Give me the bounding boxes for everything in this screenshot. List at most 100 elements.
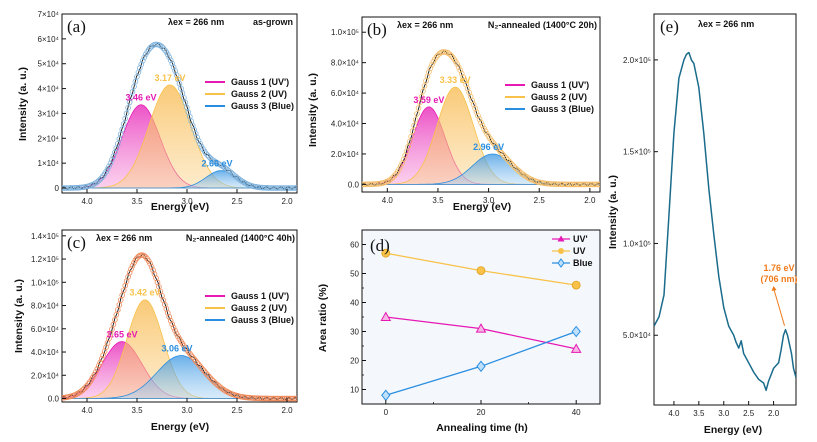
panel-b-data-point: [497, 148, 504, 155]
panel-b-legend-item-1: Gauss 1 (UV'): [531, 80, 589, 90]
panel-b-peak-label-2: 3.33 eV: [440, 75, 471, 85]
panel-a-data-point: [148, 43, 155, 50]
panel-d-point-blue: [571, 325, 581, 338]
panel-e-ytick-label: 1.0×10⁵: [623, 239, 651, 248]
panel-a-data-point: [204, 152, 211, 159]
panel-c-data-point: [94, 366, 101, 372]
panel-a-ytick-label: 6×10⁴: [38, 35, 60, 44]
panel-c-xtick-label: 4.0: [81, 406, 93, 415]
panel-b-data-point: [522, 173, 529, 180]
panel-b-data-point: [501, 153, 508, 160]
panel-a-data-point: [140, 57, 146, 64]
panel-c-data-point: [191, 356, 198, 362]
panel-c-data-point: [128, 266, 134, 272]
panel-a-data-point: [98, 175, 105, 181]
panel-c-data-point: [219, 385, 225, 392]
panel-b-data-point: [595, 181, 600, 188]
panel-a-data-point: [132, 78, 139, 85]
panel-b-data-point: [408, 133, 414, 140]
panel-c-data-point: [113, 311, 120, 318]
panel-a-data-point: [141, 54, 148, 61]
panel-c-data-point: [173, 330, 180, 337]
panel-c-data-point: [285, 395, 292, 402]
panel-b-data-point: [476, 116, 483, 122]
panel-a-xtick-label: 3.0: [181, 197, 193, 206]
panel-a-excitation-label: λex = 266 nm: [168, 17, 224, 27]
panel-c-data-point: [195, 361, 202, 368]
panel-c-data-point: [166, 314, 173, 320]
panel-b-data-point: [415, 105, 422, 111]
panel-d-chart: 0 20 40 10 20 30 40 50 60 (d) Annealing time (h)…: [317, 229, 601, 434]
panel-c-ytick-label: 1.4×10⁵: [31, 232, 59, 241]
panel-c-data-point: [200, 366, 206, 373]
panel-d-ytick-label: 60: [350, 241, 359, 250]
panel-b-ytick-label: 4.0×10⁴: [331, 120, 360, 129]
panel-c-legend-item-3: Gauss 3 (Blue): [231, 315, 294, 325]
panel-b-data-point: [414, 111, 420, 117]
panel-b-data-point: [493, 143, 499, 150]
panel-b-xtick-label: 2.5: [534, 196, 546, 205]
panel-a-ytick-label: 1×10⁴: [38, 159, 60, 168]
panel-a-data-point: [197, 141, 203, 147]
panel-a-peak-label-2: 3.17 eV: [154, 73, 185, 83]
panel-b-data-point: [391, 172, 398, 179]
panel-d-label: (d): [370, 236, 390, 255]
panel-b-data-point: [472, 105, 478, 112]
panel-b-chart: 4.0 3.5 3.0 2.5 2.0 0.0 2.0×10⁴ 4.0×10⁴ 6.0×10⁴ 8…: [307, 16, 601, 213]
panel-d-point-uv: [476, 266, 486, 276]
panel-a-data-point: [104, 166, 111, 172]
panel-c-data-point: [209, 376, 215, 383]
panel-c-data-point: [292, 395, 297, 402]
panel-b-data-point: [473, 109, 480, 115]
panel-a-chart: 4.0 3.5 3.0 2.5 2.0 0 1×10⁴ 2×10⁴ 3×10⁴ 4×10⁴ 5×10…: [17, 10, 298, 213]
panel-c-data-point: [147, 260, 153, 267]
panel-c-legend-item-1: Gauss 1 (UV'): [231, 291, 289, 301]
panel-b-data-point: [427, 65, 434, 71]
panel-a-data-point: [165, 51, 171, 58]
panel-d-point-uv: [571, 280, 581, 290]
panel-c-data-point: [273, 395, 280, 402]
panel-d-legend-marker-1: [557, 235, 565, 242]
panel-c-data-point: [270, 395, 277, 402]
panel-b-data-point: [397, 163, 404, 169]
panel-c-data-point: [126, 269, 133, 276]
panel-b-data-point: [576, 181, 582, 188]
panel-c-data-point: [150, 267, 156, 274]
panel-b-data-point: [446, 51, 453, 57]
panel-e-spectrum-line: [654, 51, 796, 392]
panel-c-excitation-label: λex = 266 nm: [96, 233, 152, 243]
panel-a-data-point: [289, 185, 296, 191]
panel-a-data-point: [292, 185, 297, 191]
panel-d-xlabel: Annealing time (h): [436, 422, 528, 434]
panel-b-data-point: [478, 119, 484, 126]
panel-e-annotation-arrow: [773, 287, 786, 326]
panel-b-data-point: [405, 143, 411, 150]
panel-b-excitation-label: λex = 266 nm: [397, 20, 453, 30]
panel-c-ytick-label: 8.0×10⁴: [31, 302, 60, 311]
panel-c-data-point: [117, 297, 124, 303]
panel-a-xtick-label: 2.0: [281, 197, 293, 206]
panel-b-xtick-label: 3.0: [483, 196, 495, 205]
panel-c-ytick-label: 0.0: [48, 395, 60, 404]
panel-a-data-point: [126, 99, 133, 106]
panel-a-data-point: [192, 130, 199, 137]
panel-d-ytick-label: 30: [350, 328, 359, 337]
panel-e-label: (e): [660, 17, 679, 36]
panel-a-data-point: [210, 157, 217, 164]
panel-b-data-point: [500, 152, 507, 158]
panel-c-data-point: [294, 395, 297, 402]
panel-b-data-point: [411, 122, 417, 129]
panel-b-data-point: [510, 163, 517, 169]
panel-c-data-point: [110, 321, 117, 328]
panel-b-data-point: [429, 61, 435, 68]
panel-d-ytick-label: 50: [350, 270, 359, 279]
panel-b-condition-label: N₂-annealed (1400°C 20h): [488, 20, 597, 30]
panel-c-data-point: [109, 326, 115, 333]
panel-c-data-point: [197, 363, 203, 370]
panel-a-ytick-label: 4×10⁴: [38, 85, 60, 94]
panel-b-data-point: [455, 64, 462, 70]
panel-d-legend-item-2: UV: [573, 246, 586, 256]
panel-c-data-point: [289, 395, 296, 402]
panel-b-legend-item-3: Gauss 3 (Blue): [531, 104, 594, 114]
panel-c-data-point: [194, 359, 200, 366]
